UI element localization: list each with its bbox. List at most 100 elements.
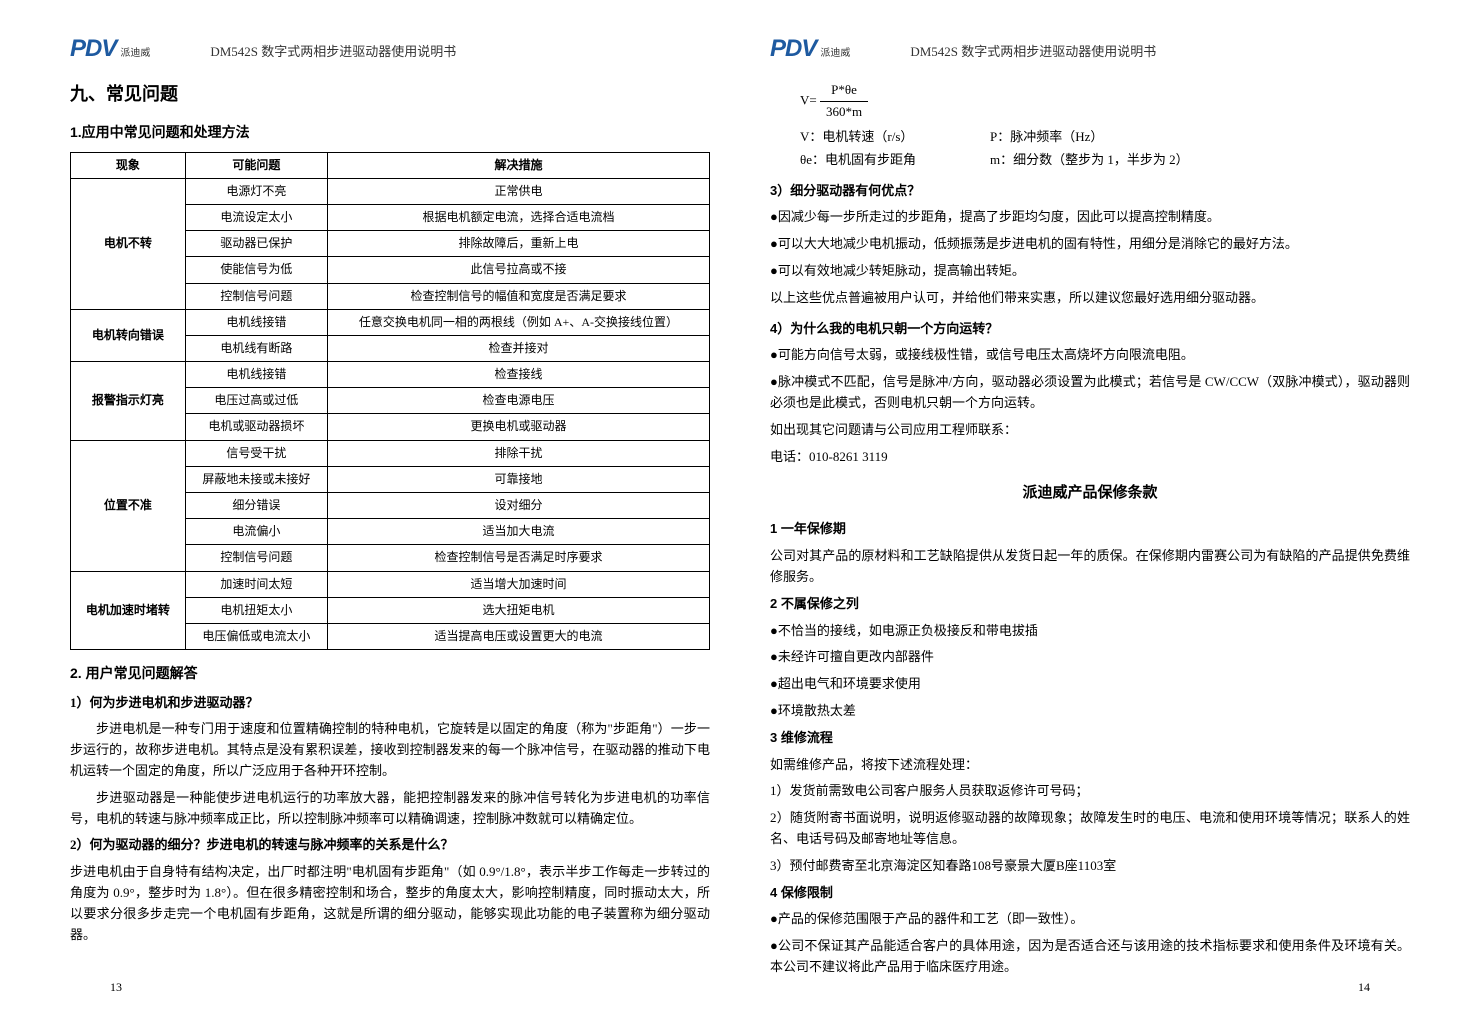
- subsection-1: 1.应用中常见问题和处理方法: [70, 121, 710, 143]
- subsection-2: 2. 用户常见问题解答: [70, 662, 710, 684]
- th-phenomenon: 现象: [71, 152, 186, 178]
- q3-b3: ●可以有效地减少转矩脉动，提高输出转矩。: [770, 261, 1410, 282]
- logo: PDV: [770, 30, 816, 68]
- def-row-2: θe：电机固有步距角 m：细分数（整步为 1，半步为 2）: [800, 150, 1410, 171]
- table-problem: 电机线有断路: [185, 335, 327, 361]
- doc-title: DM542S 数字式两相步进驱动器使用说明书: [210, 42, 456, 63]
- table-solution: 选大扭矩电机: [327, 597, 709, 623]
- table-solution: 此信号拉高或不接: [327, 257, 709, 283]
- table-solution: 根据电机额定电流，选择合适电流档: [327, 204, 709, 230]
- contact-p2: 电话：010-8261 3119: [770, 447, 1410, 468]
- table-solution: 适当提高电压或设置更大的电流: [327, 623, 709, 649]
- w2-b4: ●环境散热太差: [770, 701, 1410, 722]
- page-left: PDV 派迪威 DM542S 数字式两相步进驱动器使用说明书 九、常见问题 1.…: [40, 30, 740, 1005]
- table-solution: 适当增大加速时间: [327, 571, 709, 597]
- table-phenomenon: 电机加速时堵转: [71, 571, 186, 650]
- q4-title: 4）为什么我的电机只朝一个方向运转？: [770, 319, 1410, 340]
- table-problem: 电压偏低或电流太小: [185, 623, 327, 649]
- logo-sub: 派迪威: [820, 46, 850, 62]
- table-problem: 细分错误: [185, 493, 327, 519]
- w1-p: 公司对其产品的原材料和工艺缺陷提供从发货日起一年的质保。在保修期内雷赛公司为有缺…: [770, 546, 1410, 588]
- page-right: PDV 派迪威 DM542S 数字式两相步进驱动器使用说明书 V= P*θe 3…: [740, 30, 1440, 1005]
- table-problem: 信号受干扰: [185, 440, 327, 466]
- table-problem: 使能信号为低: [185, 257, 327, 283]
- table-solution: 正常供电: [327, 178, 709, 204]
- table-solution: 排除干扰: [327, 440, 709, 466]
- table-solution: 任意交换电机同一相的两根线（例如 A+、A-交换接线位置）: [327, 309, 709, 335]
- table-solution: 排除故障后，重新上电: [327, 231, 709, 257]
- w3-p: 如需维修产品，将按下述流程处理：: [770, 755, 1410, 776]
- w3-s1: 1）发货前需致电公司客户服务人员获取返修许可号码；: [770, 781, 1410, 802]
- def-v: V：电机转速（r/s）: [800, 127, 990, 148]
- table-problem: 电机线接错: [185, 362, 327, 388]
- q4-b1: ●可能方向信号太弱，或接线极性错，或信号电压太高烧坏方向限流电阻。: [770, 345, 1410, 366]
- q1-p1: 步进电机是一种专门用于速度和位置精确控制的特种电机，它旋转是以固定的角度（称为"…: [70, 719, 710, 781]
- th-solution: 解决措施: [327, 152, 709, 178]
- table-phenomenon: 报警指示灯亮: [71, 362, 186, 441]
- formula-den: 360*m: [820, 102, 868, 123]
- logo-sub: 派迪威: [120, 46, 150, 62]
- table-phenomenon: 位置不准: [71, 440, 186, 571]
- table-problem: 电机扭矩太小: [185, 597, 327, 623]
- w2-b1: ●不恰当的接线，如电源正负极接反和带电拔插: [770, 621, 1410, 642]
- table-problem: 电源灯不亮: [185, 178, 327, 204]
- table-solution: 检查接线: [327, 362, 709, 388]
- table-problem: 屏蔽地未接或未接好: [185, 466, 327, 492]
- w3-s3: 3）预付邮费寄至北京海淀区知春路108号豪景大厦B座1103室: [770, 856, 1410, 877]
- q3-p1: 以上这些优点普遍被用户认可，并给他们带来实惠，所以建议您最好选用细分驱动器。: [770, 288, 1410, 309]
- def-theta: θe：电机固有步距角: [800, 150, 990, 171]
- table-solution: 适当加大电流: [327, 519, 709, 545]
- def-m: m：细分数（整步为 1，半步为 2）: [990, 150, 1410, 171]
- table-problem: 电机或驱动器损坏: [185, 414, 327, 440]
- doc-title: DM542S 数字式两相步进驱动器使用说明书: [910, 42, 1156, 63]
- table-phenomenon: 电机不转: [71, 178, 186, 309]
- table-solution: 更换电机或驱动器: [327, 414, 709, 440]
- table-solution: 检查并接对: [327, 335, 709, 361]
- w2-title: 2 不属保修之列: [770, 594, 1410, 615]
- q2-title: 2）何为驱动器的细分？步进电机的转速与脉冲频率的关系是什么？: [70, 835, 710, 856]
- w3-s2: 2）随货附寄书面说明，说明返修驱动器的故障现象；故障发生时的电压、电流和使用环境…: [770, 808, 1410, 850]
- w1-title: 1 一年保修期: [770, 519, 1410, 540]
- q3-b1: ●因减少每一步所走过的步距角，提高了步距均匀度，因此可以提高控制精度。: [770, 207, 1410, 228]
- table-solution: 检查控制信号的幅值和宽度是否满足要求: [327, 283, 709, 309]
- q3-b2: ●可以大大地减少电机振动，低频振荡是步进电机的固有特性，用细分是消除它的最好方法…: [770, 234, 1410, 255]
- formula-num: P*θe: [820, 80, 868, 102]
- contact-p1: 如出现其它问题请与公司应用工程师联系：: [770, 420, 1410, 441]
- table-problem: 驱动器已保护: [185, 231, 327, 257]
- section-title: 九、常见问题: [70, 80, 710, 109]
- logo: PDV: [70, 30, 116, 68]
- th-problem: 可能问题: [185, 152, 327, 178]
- w4-b1: ●产品的保修范围限于产品的器件和工艺（即一致性）。: [770, 909, 1410, 930]
- troubleshoot-table: 现象 可能问题 解决措施 电机不转电源灯不亮正常供电电流设定太小根据电机额定电流…: [70, 152, 710, 651]
- def-p: P：脉冲频率（Hz）: [990, 127, 1410, 148]
- table-problem: 电流偏小: [185, 519, 327, 545]
- table-problem: 控制信号问题: [185, 545, 327, 571]
- table-solution: 可靠接地: [327, 466, 709, 492]
- w2-b2: ●未经许可擅自更改内部器件: [770, 647, 1410, 668]
- q2-p1: 步进电机由于自身特有结构决定，出厂时都注明"电机固有步距角"（如 0.9°/1.…: [70, 862, 710, 945]
- table-problem: 电流设定太小: [185, 204, 327, 230]
- formula-v: V=: [800, 93, 817, 108]
- page-num-left: 13: [110, 978, 122, 997]
- page-num-right: 14: [1358, 978, 1370, 997]
- header-right: PDV 派迪威 DM542S 数字式两相步进驱动器使用说明书: [770, 30, 1410, 68]
- w3-title: 3 维修流程: [770, 728, 1410, 749]
- q1-title: 1）何为步进电机和步进驱动器？: [70, 693, 710, 714]
- q1-p2: 步进驱动器是一种能使步进电机运行的功率放大器，能把控制器发来的脉冲信号转化为步进…: [70, 788, 710, 830]
- table-problem: 电压过高或过低: [185, 388, 327, 414]
- formula: V= P*θe 360*m: [800, 80, 1410, 123]
- w2-b3: ●超出电气和环境要求使用: [770, 674, 1410, 695]
- q3-title: 3）细分驱动器有何优点？: [770, 181, 1410, 202]
- table-problem: 电机线接错: [185, 309, 327, 335]
- table-solution: 检查电源电压: [327, 388, 709, 414]
- table-solution: 检查控制信号是否满足时序要求: [327, 545, 709, 571]
- table-solution: 设对细分: [327, 493, 709, 519]
- warranty-title: 派迪威产品保修条款: [770, 481, 1410, 505]
- table-problem: 加速时间太短: [185, 571, 327, 597]
- def-row-1: V：电机转速（r/s） P：脉冲频率（Hz）: [800, 127, 1410, 148]
- header-left: PDV 派迪威 DM542S 数字式两相步进驱动器使用说明书: [70, 30, 710, 68]
- w4-title: 4 保修限制: [770, 883, 1410, 904]
- table-phenomenon: 电机转向错误: [71, 309, 186, 361]
- table-problem: 控制信号问题: [185, 283, 327, 309]
- w4-b2: ●公司不保证其产品能适合客户的具体用途，因为是否适合还与该用途的技术指标要求和使…: [770, 936, 1410, 978]
